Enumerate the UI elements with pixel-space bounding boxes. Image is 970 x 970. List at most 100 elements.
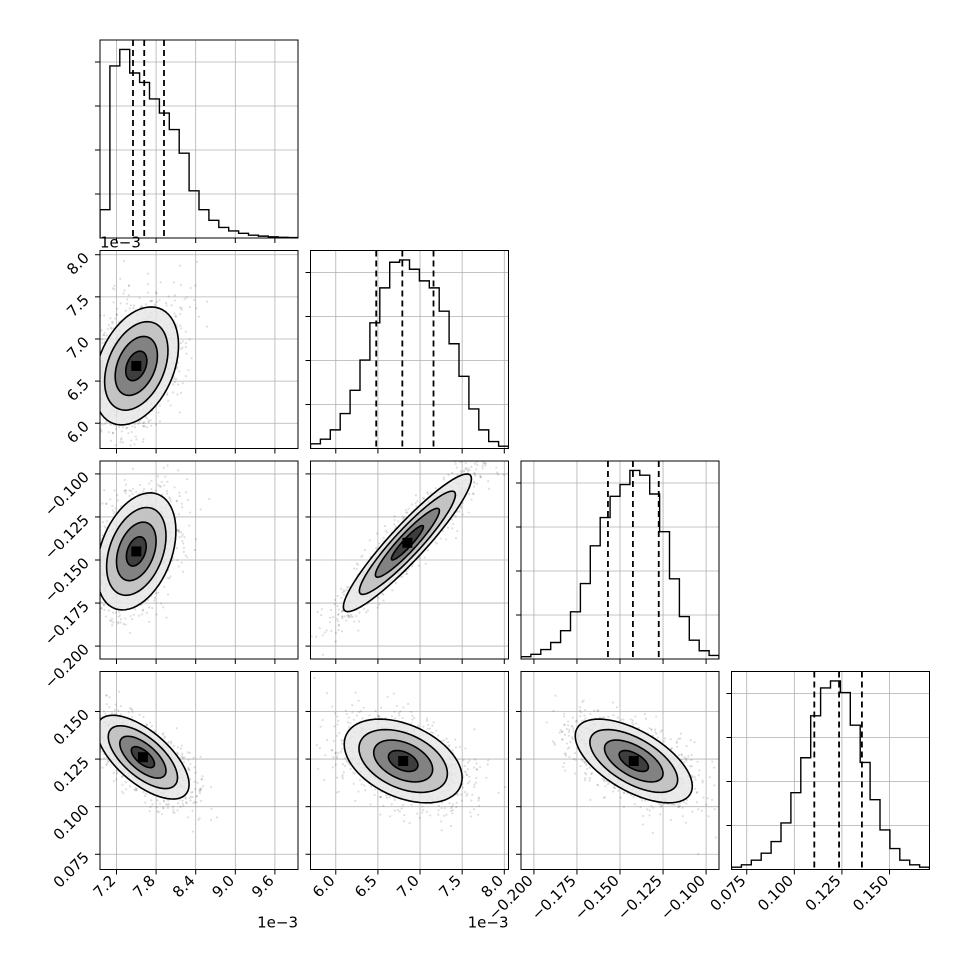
sample-point <box>188 511 192 514</box>
sample-point <box>178 798 181 801</box>
sample-point <box>179 306 182 309</box>
sample-point <box>110 617 114 620</box>
sample-point <box>96 607 98 609</box>
sample-point <box>107 609 110 612</box>
sample-point <box>181 340 185 343</box>
sample-point <box>340 596 343 599</box>
sample-point <box>100 607 103 610</box>
sample-point <box>341 615 344 618</box>
sample-point <box>130 458 132 460</box>
sample-point <box>121 783 124 786</box>
sample-point <box>150 424 153 427</box>
sample-point <box>126 298 129 301</box>
sample-point <box>168 496 171 499</box>
sample-point <box>472 492 475 495</box>
sample-point <box>141 613 144 616</box>
sample-point <box>170 740 173 743</box>
sample-point <box>466 469 469 472</box>
sample-point <box>415 504 418 508</box>
sample-point <box>169 497 172 500</box>
sample-point <box>341 609 344 613</box>
sample-point <box>132 307 135 310</box>
sample-point <box>162 806 165 809</box>
sample-point <box>105 694 108 697</box>
sample-point <box>89 552 91 554</box>
sample-point <box>376 606 379 609</box>
sample-point <box>91 743 93 745</box>
sample-point <box>85 631 87 633</box>
sample-point <box>117 464 119 466</box>
sample-point <box>87 697 89 699</box>
sample-point <box>107 323 110 327</box>
sample-point <box>119 618 123 621</box>
sample-point <box>158 404 161 407</box>
sample-point <box>468 492 471 496</box>
sample-point <box>123 289 126 292</box>
sample-point <box>142 424 145 428</box>
sample-point <box>69 693 71 695</box>
sample-point <box>153 455 155 457</box>
sample-point <box>111 320 114 324</box>
sample-point <box>114 424 117 427</box>
sample-point <box>188 338 191 341</box>
sample-point <box>118 425 121 428</box>
sample-point <box>442 476 445 479</box>
sample-point <box>121 441 125 444</box>
sample-point <box>470 453 472 455</box>
sample-point <box>177 528 181 532</box>
sample-point <box>496 473 500 476</box>
sample-point <box>177 565 180 568</box>
sample-point <box>127 284 131 287</box>
sample-point <box>184 491 188 494</box>
sample-point <box>94 386 96 388</box>
sample-point <box>365 611 368 614</box>
sample-point <box>336 604 339 608</box>
panel-1-0: 6.06.57.07.58.01e−3 <box>63 234 299 466</box>
sample-point <box>178 495 181 498</box>
sample-point <box>100 601 103 604</box>
sample-point <box>189 286 192 290</box>
sample-point <box>336 619 340 623</box>
sample-point <box>167 399 170 402</box>
sample-point <box>112 621 115 624</box>
sample-point <box>86 598 88 600</box>
sample-point <box>154 489 157 492</box>
sample-point <box>350 615 353 618</box>
sample-point <box>85 617 87 619</box>
sample-point <box>91 337 93 339</box>
sample-point <box>165 616 168 619</box>
sample-point <box>93 603 95 605</box>
sample-point <box>88 414 90 416</box>
sample-point <box>181 756 184 759</box>
sample-point <box>167 295 170 298</box>
sample-point <box>458 510 461 513</box>
sample-point <box>97 576 99 578</box>
sample-point <box>148 606 151 609</box>
sample-point <box>181 382 184 385</box>
sample-point <box>198 817 201 820</box>
sample-point <box>134 435 137 438</box>
sample-point <box>128 307 131 310</box>
sample-point <box>156 475 160 478</box>
sample-point <box>104 712 107 715</box>
sample-point <box>103 603 106 606</box>
panel-frame <box>310 250 509 449</box>
sample-point <box>100 606 103 610</box>
sample-point <box>474 468 478 471</box>
sample-point <box>406 511 409 514</box>
sample-point <box>355 614 358 618</box>
sample-point <box>434 541 437 544</box>
sample-point <box>176 529 179 532</box>
sample-point <box>124 309 127 312</box>
sample-point <box>96 750 98 752</box>
sample-point <box>101 521 104 524</box>
sample-point <box>91 602 93 604</box>
sample-point <box>321 653 325 656</box>
sample-point <box>109 498 112 501</box>
sample-point <box>129 785 132 788</box>
sample-point <box>127 284 131 288</box>
sample-point <box>185 352 188 355</box>
sample-point <box>165 489 169 493</box>
y-tick-label: 7.5 <box>63 291 93 321</box>
y-offset-label: 1e−3 <box>100 234 141 252</box>
